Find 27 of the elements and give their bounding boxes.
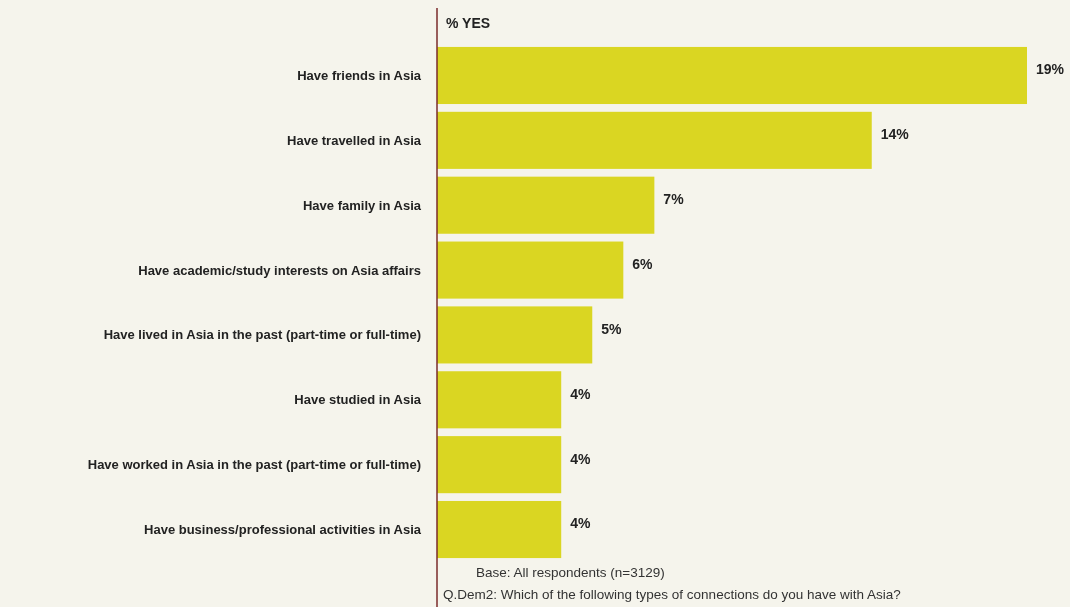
data-label: 19%	[1036, 61, 1065, 78]
y-tick-label: Have travelled in Asia	[287, 132, 422, 148]
text: % YES	[446, 15, 491, 31]
bar	[437, 306, 593, 364]
bar	[437, 436, 562, 494]
annotation: Q.Dem2: Which of the following types of connections do you have with Asia?	[443, 587, 901, 602]
data-label: 4%	[570, 450, 591, 467]
data-label: 7%	[663, 191, 685, 208]
data-label: 6%	[632, 255, 654, 272]
y-tick-label: Have business/professional activities in Asia	[144, 522, 422, 538]
data-label: 4%	[570, 515, 591, 532]
data-label: 14%	[880, 126, 910, 143]
y-tick-label: Have studied in Asia	[294, 392, 422, 408]
y-tick-label: Have lived in Asia in the past (part-time or full-time)	[103, 327, 421, 343]
bar	[437, 46, 1027, 105]
data-label: 4%	[570, 385, 591, 402]
y-tick-label: Have family in Asia	[302, 197, 422, 213]
bar	[437, 500, 562, 559]
y-tick-label: Have worked in Asia in the past (part-time or full-time)	[87, 457, 421, 473]
bar	[437, 176, 655, 234]
bar	[437, 111, 872, 169]
bar	[437, 371, 562, 429]
annotation: Base: All respondents (n=3129)	[476, 565, 665, 580]
y-tick-label: Have academic/study interests on Asia affairs	[138, 262, 421, 278]
data-label: 5%	[601, 320, 623, 337]
bar	[437, 241, 624, 299]
y-tick-label: Have friends in Asia	[297, 68, 422, 84]
